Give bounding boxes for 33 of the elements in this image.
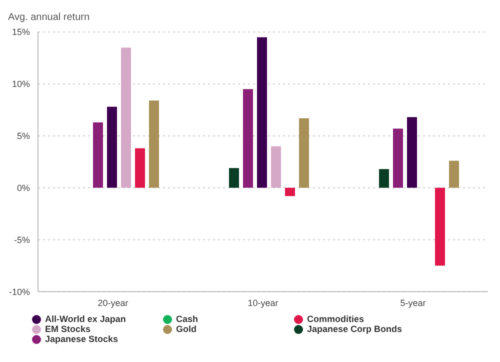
bar — [107, 106, 117, 188]
x-tick-label: 5-year — [400, 298, 426, 308]
y-tick-label: -10% — [8, 286, 30, 297]
legend-label: Commodities — [307, 314, 366, 324]
x-tick-label: 10-year — [248, 298, 278, 308]
bar — [435, 188, 445, 266]
y-axis-title: Avg. annual return — [8, 12, 90, 23]
y-tick-label: -5% — [14, 234, 30, 245]
x-tick-label: 20-year — [98, 298, 128, 308]
bar — [449, 160, 459, 188]
legend-label: Japanese Stocks — [45, 334, 120, 344]
bar — [379, 169, 389, 188]
y-tick-label: 10% — [12, 79, 30, 90]
bar — [93, 122, 103, 188]
bar — [229, 168, 239, 188]
legend-label: Cash — [176, 314, 200, 324]
legend-label: Japanese Corp Bonds — [307, 324, 404, 334]
legend-label: All-World ex Japan — [45, 314, 127, 324]
bar — [285, 188, 295, 196]
bar — [135, 148, 145, 188]
bar — [407, 117, 417, 188]
bar — [271, 146, 281, 188]
bar — [149, 100, 159, 188]
bar — [243, 89, 253, 188]
legend-label: EM Stocks — [45, 324, 92, 334]
bar — [299, 118, 309, 188]
bar — [393, 128, 403, 188]
y-tick-label: 15% — [12, 27, 30, 38]
legend-label: Gold — [176, 324, 198, 334]
bar — [257, 37, 267, 188]
y-tick-label: 0% — [16, 182, 30, 193]
bar — [121, 48, 131, 188]
y-tick-label: 5% — [16, 131, 30, 142]
